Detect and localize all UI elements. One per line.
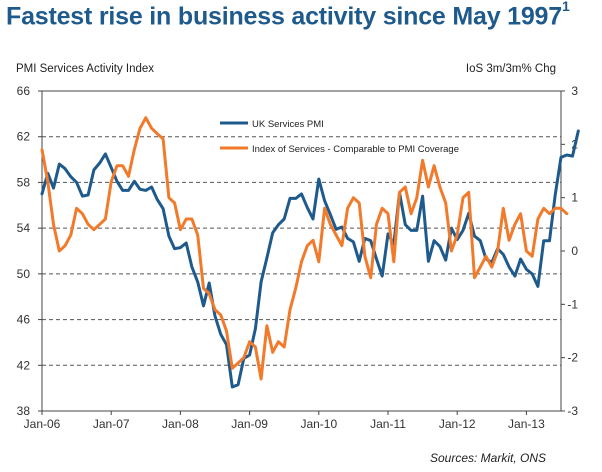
chart-title: Fastest rise in business activity since … <box>6 0 570 31</box>
right-axis-tick-label: -3 <box>567 404 578 418</box>
x-axis-tick-label: Jan-11 <box>370 417 406 431</box>
left-axis-tick-label: 50 <box>17 267 31 281</box>
right-axis-tick-label: 3 <box>571 84 578 98</box>
series-line-index-of-services <box>40 116 569 381</box>
axis-ticks <box>38 90 565 415</box>
x-axis-tick-label: Jan-06 <box>24 417 61 431</box>
right-axis-tick-label: -2 <box>567 351 578 365</box>
x-axis-tick-label: Jan-13 <box>508 417 545 431</box>
x-axis-tick-label: Jan-10 <box>300 417 337 431</box>
right-axis-label: IoS 3m/3m% Chg <box>466 63 556 75</box>
right-axis-tick-label: 0 <box>571 244 578 258</box>
legend-label-index-of-services: Index of Services - Comparable to PMI Co… <box>252 144 459 155</box>
left-axis-tick-label: 54 <box>17 221 31 235</box>
left-axis-tick-labels: 38 42 46 50 54 58 62 66 <box>17 84 31 418</box>
left-axis-tick-label: 42 <box>17 358 31 372</box>
x-axis-tick-label: Jan-09 <box>231 417 268 431</box>
left-axis-tick-label: 38 <box>17 404 31 418</box>
legend-label-uk-services-pmi: UK Services PMI <box>252 119 324 130</box>
x-axis-tick-label: Jan-12 <box>439 417 476 431</box>
x-axis-tick-label: Jan-08 <box>162 417 199 431</box>
source-note: Sources: Markit, ONS <box>430 451 546 465</box>
left-axis-tick-label: 62 <box>17 130 31 144</box>
chart-title-text: Fastest rise in business activity since … <box>6 2 562 31</box>
x-axis-tick-label: Jan-07 <box>93 417 130 431</box>
left-axis-tick-label: 58 <box>17 175 31 189</box>
right-axis-tick-label: 1 <box>571 191 578 205</box>
right-axis-tick-label: -1 <box>567 297 578 311</box>
legend: UK Services PMI Index of Services - Comp… <box>220 119 459 155</box>
title-footnote: 1 <box>561 0 570 14</box>
series-lines <box>40 116 580 389</box>
x-axis-tick-labels: Jan-06 Jan-07 Jan-08 Jan-09 Jan-10 Jan-11 Jan-… <box>24 417 545 431</box>
left-axis-label: PMI Services Activity Index <box>16 63 154 75</box>
gridlines <box>42 136 561 366</box>
left-axis-tick-label: 66 <box>17 84 31 98</box>
series-line-uk-services-pmi <box>40 129 580 389</box>
left-axis-tick-label: 46 <box>17 313 31 327</box>
